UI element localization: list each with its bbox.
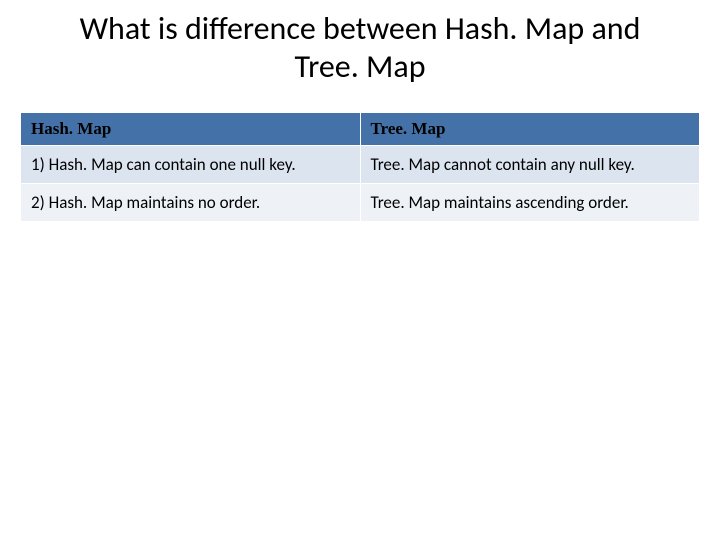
cell-hashmap-2: 2) Hash. Map maintains no order.	[21, 183, 361, 221]
column-header-hashmap: Hash. Map	[21, 112, 361, 145]
comparison-table: Hash. Map Tree. Map 1) Hash. Map can con…	[20, 112, 700, 222]
cell-treemap-2: Tree. Map maintains ascending order.	[360, 183, 700, 221]
table-row: 1) Hash. Map can contain one null key. T…	[21, 145, 700, 183]
cell-hashmap-1: 1) Hash. Map can contain one null key.	[21, 145, 361, 183]
cell-treemap-1: Tree. Map cannot contain any null key.	[360, 145, 700, 183]
table-row: 2) Hash. Map maintains no order. Tree. M…	[21, 183, 700, 221]
page-title: What is difference between Hash. Map and…	[20, 10, 700, 87]
column-header-treemap: Tree. Map	[360, 112, 700, 145]
